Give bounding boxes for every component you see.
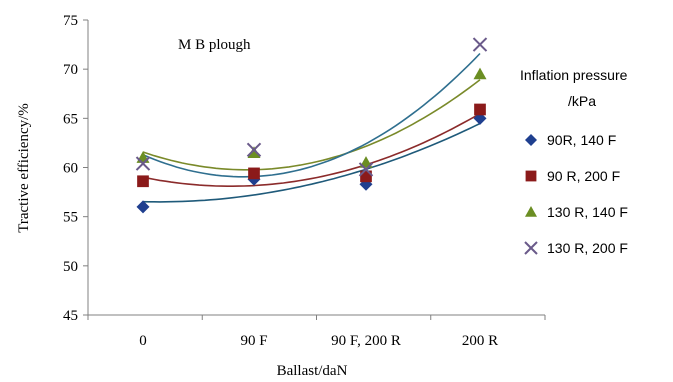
x-marker	[358, 162, 374, 177]
y-tick-label: 50	[63, 259, 78, 275]
trend-curve	[142, 122, 481, 203]
x-tick-label: 0	[139, 333, 147, 349]
y-tick-label: 45	[63, 308, 78, 324]
square-marker	[474, 103, 486, 116]
data-markers	[135, 37, 488, 214]
square-marker	[248, 167, 260, 180]
y-tick-label: 70	[63, 62, 78, 78]
trend-curve	[142, 52, 481, 178]
y-tick-label: 60	[63, 161, 78, 177]
x-ticks: 0 90 F 90 F, 200 R 200 R	[87, 315, 546, 349]
square-marker	[137, 175, 149, 188]
legend-label: 130 R, 200 F	[547, 240, 628, 256]
x-marker	[135, 156, 151, 171]
legend-label: 130 R, 140 F	[547, 204, 628, 220]
x-marker	[246, 142, 262, 158]
triangle-marker	[473, 67, 487, 80]
x-marker	[472, 37, 488, 52]
trend-curves	[142, 52, 481, 203]
x-marker	[524, 241, 538, 255]
square-marker	[360, 170, 372, 183]
y-ticks: 45 50 55 60 65 70 75	[63, 13, 88, 324]
legend-item: 130 R, 200 F	[524, 240, 628, 256]
y-axis-title: Tractive efficiency/%	[16, 103, 32, 233]
x-tick-label: 200 R	[462, 333, 498, 349]
y-tick-label: 65	[63, 111, 78, 127]
y-tick-label: 75	[63, 13, 78, 29]
legend-item: 90R, 140 F	[525, 132, 616, 148]
diamond-marker	[136, 200, 150, 214]
legend-title-line1: Inflation pressure	[520, 67, 628, 83]
legend-item: 130 R, 140 F	[525, 204, 628, 220]
x-tick-label: 90 F	[240, 333, 267, 349]
legend: Inflation pressure /kPa 90R, 140 F 90 R, …	[520, 67, 628, 256]
x-axis-title: Ballast/daN	[277, 363, 348, 379]
triangle-marker	[247, 146, 261, 158]
legend-label: 90 R, 200 F	[547, 168, 620, 184]
square-marker	[525, 170, 537, 182]
diamond-marker	[525, 134, 537, 146]
legend-title-line2: /kPa	[568, 93, 596, 109]
plot-annotation: M B plough	[178, 37, 251, 53]
y-tick-label: 55	[63, 210, 78, 226]
trend-curve	[142, 112, 481, 187]
axes	[87, 20, 545, 316]
legend-label: 90R, 140 F	[547, 132, 616, 148]
triangle-marker	[525, 206, 537, 217]
legend-item: 90 R, 200 F	[525, 168, 620, 184]
trend-curve	[142, 79, 481, 171]
x-tick-label: 90 F, 200 R	[331, 333, 401, 349]
